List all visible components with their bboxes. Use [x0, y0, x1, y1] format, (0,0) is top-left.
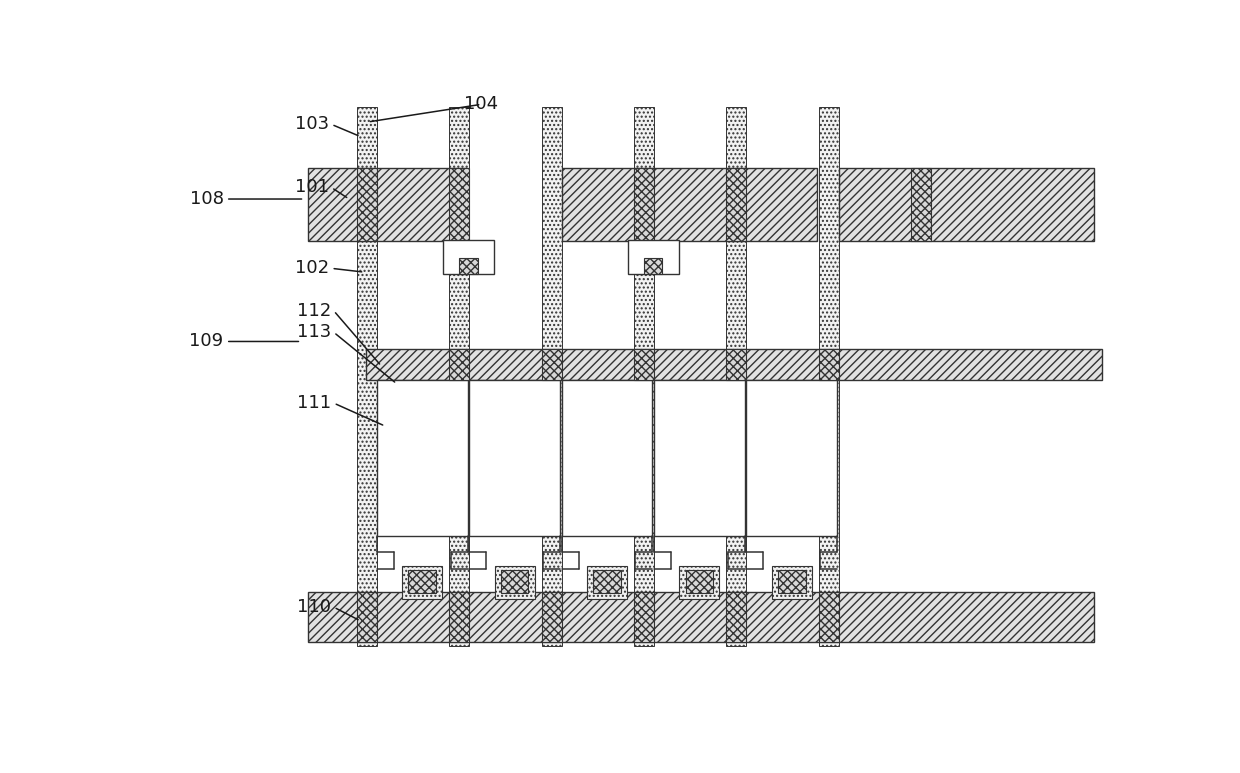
Bar: [727, 349, 746, 380]
Bar: [838, 169, 1095, 241]
Bar: [644, 258, 662, 274]
Bar: [771, 566, 812, 599]
Text: 101: 101: [295, 179, 329, 196]
Text: 103: 103: [295, 115, 329, 133]
Bar: [357, 169, 377, 241]
Bar: [686, 570, 713, 593]
Bar: [634, 591, 653, 642]
Bar: [653, 380, 745, 536]
Bar: [562, 169, 817, 241]
Bar: [727, 107, 746, 645]
Bar: [366, 349, 1102, 380]
Text: 110: 110: [298, 598, 331, 616]
Bar: [449, 349, 469, 380]
Bar: [634, 349, 653, 380]
Bar: [818, 591, 838, 642]
Bar: [587, 566, 627, 599]
Bar: [818, 107, 838, 645]
Bar: [449, 169, 469, 241]
Bar: [443, 240, 494, 274]
Bar: [408, 570, 436, 593]
Bar: [746, 380, 837, 536]
Text: 102: 102: [295, 259, 329, 278]
Text: 108: 108: [190, 190, 223, 208]
Bar: [627, 240, 678, 274]
Bar: [562, 380, 652, 536]
Bar: [777, 570, 806, 593]
Bar: [542, 107, 562, 645]
Bar: [357, 591, 377, 642]
Bar: [495, 566, 534, 599]
Bar: [402, 566, 443, 599]
Text: 109: 109: [190, 332, 223, 350]
Bar: [357, 107, 377, 645]
Bar: [680, 566, 719, 599]
Bar: [634, 169, 653, 241]
Bar: [469, 380, 560, 536]
Bar: [377, 380, 467, 536]
Bar: [542, 591, 562, 642]
Bar: [501, 570, 528, 593]
Bar: [727, 591, 746, 642]
Bar: [818, 349, 838, 380]
Text: 112: 112: [298, 301, 331, 320]
Bar: [542, 349, 562, 380]
Bar: [309, 169, 467, 241]
Bar: [449, 591, 469, 642]
Bar: [449, 107, 469, 645]
Text: 111: 111: [298, 394, 331, 412]
Text: 113: 113: [298, 323, 331, 341]
Bar: [634, 107, 653, 645]
Bar: [309, 591, 1095, 642]
Bar: [459, 258, 477, 274]
Bar: [911, 169, 931, 241]
Bar: [593, 570, 621, 593]
Text: 104: 104: [465, 95, 498, 114]
Bar: [727, 169, 746, 241]
